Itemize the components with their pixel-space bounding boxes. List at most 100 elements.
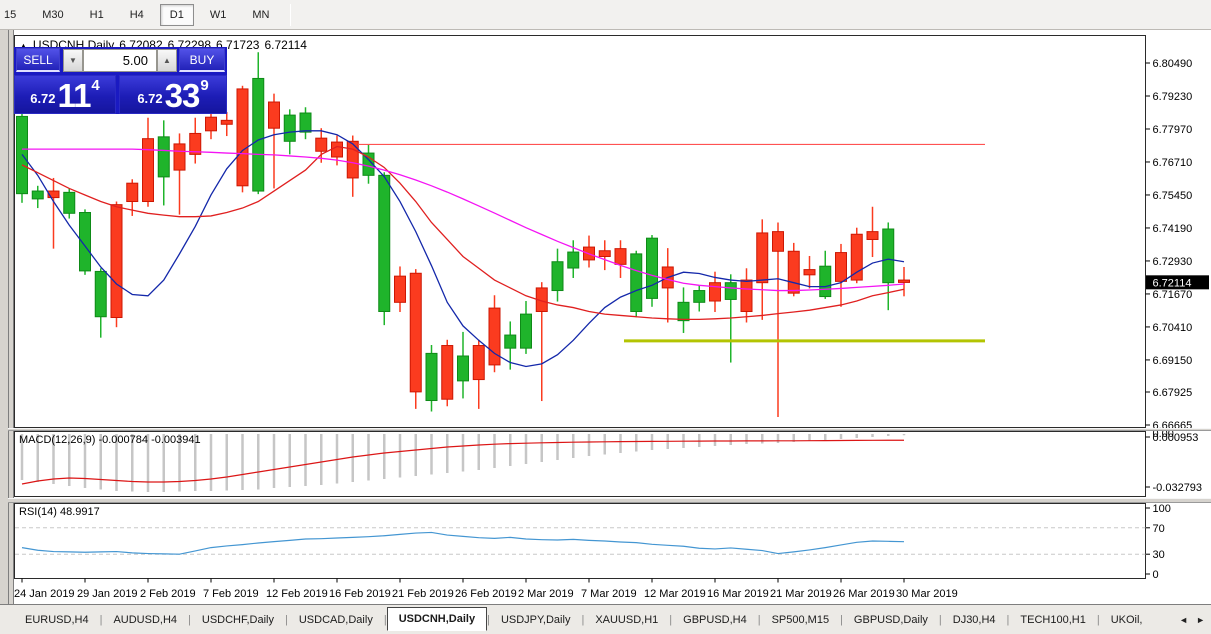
candle-body [31, 190, 44, 200]
current-price-label: 6.72114 [1153, 277, 1192, 289]
splitter-macd-rsi[interactable] [8, 498, 1211, 503]
date-axis-label: 21 Feb 2019 [392, 588, 454, 600]
tab-divider: | [383, 613, 387, 626]
date-axis-label: 2 Feb 2019 [140, 588, 196, 600]
volume-decrease-button[interactable]: ▼ [63, 49, 83, 72]
rsi-line [21, 531, 905, 555]
toolbar-button-D1[interactable]: D1 [159, 3, 194, 26]
splitter-main-macd[interactable] [8, 428, 1211, 431]
candle-body [882, 228, 895, 284]
price-axis-label: 6.70410 [1153, 322, 1193, 334]
buy-button[interactable]: BUY [179, 48, 225, 72]
macd-signal-line [21, 439, 904, 485]
toolbar-button-MN[interactable]: MN [252, 8, 270, 21]
collapse-panel-icon[interactable]: ▲ [19, 41, 28, 51]
ask-price-panel[interactable]: 6.72 33 9 [119, 75, 227, 114]
candle-body [520, 313, 532, 349]
date-axis-label: 21 Mar 2019 [770, 588, 832, 600]
tab-tech100-h1[interactable]: TECH100,H1 [1020, 613, 1086, 626]
candle-body [850, 233, 863, 281]
date-axis-label: 16 Feb 2019 [329, 588, 391, 600]
candle-body [504, 334, 517, 349]
tab-sp500-m15[interactable]: SP500,M15 [771, 613, 830, 626]
macd-axis: 0.000.000953 -0.032793 [1145, 428, 1202, 494]
ask-price-prefix: 6.72 [137, 91, 163, 106]
tab-divider: | [188, 613, 191, 626]
date-axis-label: 16 Mar 2019 [707, 588, 769, 600]
tab-dj30-h4[interactable]: DJ30,H4 [952, 613, 996, 626]
candle-body [425, 352, 438, 402]
svg-text:30: 30 [1153, 549, 1165, 561]
tab-usdjpy-daily[interactable]: USDJPY,Daily [500, 613, 571, 626]
date-axis-label: 29 Jan 2019 [77, 588, 138, 600]
tab-divider: | [285, 613, 288, 626]
tab-ukoil-[interactable]: UKOil, [1110, 613, 1143, 626]
tab-usdcad-daily[interactable]: USDCAD,Daily [298, 613, 373, 626]
candle-body [409, 272, 422, 393]
candle-body [693, 290, 706, 303]
candle-body [63, 191, 76, 214]
bid-price-panel[interactable]: 6.72 11 4 [14, 75, 116, 114]
date-axis-label: 26 Mar 2019 [833, 588, 895, 600]
sell-button[interactable]: SELL [16, 48, 60, 72]
candle-body [283, 114, 296, 142]
tab-scroll-left-icon[interactable]: ◄ [1179, 614, 1189, 625]
macd-pane-border [14, 431, 1146, 497]
date-axis-label: 12 Mar 2019 [644, 588, 706, 600]
window-frame-left [8, 30, 14, 604]
candle-body [331, 141, 343, 158]
candle-body [142, 138, 154, 203]
candle-body [866, 231, 879, 240]
tab-gbpusd-daily[interactable]: GBPUSD,Daily [853, 613, 928, 626]
candle-body [394, 275, 406, 303]
tab-usdchf-daily[interactable]: USDCHF,Daily [201, 613, 274, 626]
candle-body [630, 253, 643, 312]
tab-xauusd-h1[interactable]: XAUUSD,H1 [595, 613, 659, 626]
svg-text:70: 70 [1153, 523, 1165, 535]
candle-body [47, 190, 60, 199]
bid-price-big: 11 [57, 77, 92, 114]
toolbar-button-H1[interactable]: H1 [89, 8, 104, 21]
candle-body [126, 182, 139, 203]
date-axis[interactable]: 24 Jan 2019 29 Jan 2019 2 Feb 2019 7 Feb 20… [14, 578, 958, 601]
ma-fast-line [21, 130, 905, 368]
candle-body [189, 132, 202, 155]
tab-usdcnh-daily[interactable]: USDCNH,Daily [386, 606, 488, 631]
rsi-level-lines [15, 527, 1146, 555]
toolbar-button-H4[interactable]: H4 [129, 8, 144, 21]
tab-divider: | [840, 613, 843, 626]
price-axis[interactable]: 6.80490 6.79230 6.77970 6.76710 6.75450 6.741… [1145, 58, 1210, 432]
candle-body [378, 174, 391, 312]
price-axis-label: 6.80490 [1153, 58, 1193, 70]
volume-input[interactable]: 5.00 [83, 49, 157, 72]
candles [16, 52, 910, 418]
volume-increase-button[interactable]: ▲ [157, 49, 177, 72]
rsi-axis: 100 70 30 0 [1145, 503, 1171, 581]
candle-body [724, 282, 737, 300]
candle-body [268, 101, 280, 129]
tab-scroll-right-icon[interactable]: ► [1196, 614, 1205, 625]
tab-eurusd-h4[interactable]: EURUSD,H4 [25, 613, 89, 626]
toolbar-button-M30[interactable]: M30 [42, 8, 64, 21]
ask-price-big: 33 [164, 77, 201, 114]
candle-body [173, 143, 186, 171]
main-pane-border [14, 35, 1146, 428]
rsi-label: RSI(14) 48.9917 [19, 506, 100, 518]
timeframe-toolbar: 15 M30 H1 H4 D1 W1 MN [0, 0, 1211, 30]
ohlc-close: 6.72114 [264, 38, 307, 52]
tab-audusd-h4[interactable]: AUDUSD,H4 [113, 613, 178, 626]
toolbar-button-W1[interactable]: W1 [209, 8, 227, 21]
date-axis-label: 2 Mar 2019 [518, 588, 574, 600]
candle-body [157, 136, 170, 178]
date-axis-label: 26 Feb 2019 [455, 588, 517, 600]
price-axis-label: 6.74190 [1153, 223, 1193, 235]
tab-scroll-arrows: ◄ ► [1179, 615, 1211, 625]
candle-body [299, 112, 312, 133]
price-axis-label: 6.77970 [1153, 124, 1193, 136]
tab-divider: | [99, 613, 103, 626]
tab-divider: | [757, 613, 761, 626]
candle-body [898, 279, 910, 283]
toolbar-button-15[interactable]: 15 [4, 8, 17, 21]
tab-gbpusd-h4[interactable]: GBPUSD,H4 [683, 613, 747, 626]
